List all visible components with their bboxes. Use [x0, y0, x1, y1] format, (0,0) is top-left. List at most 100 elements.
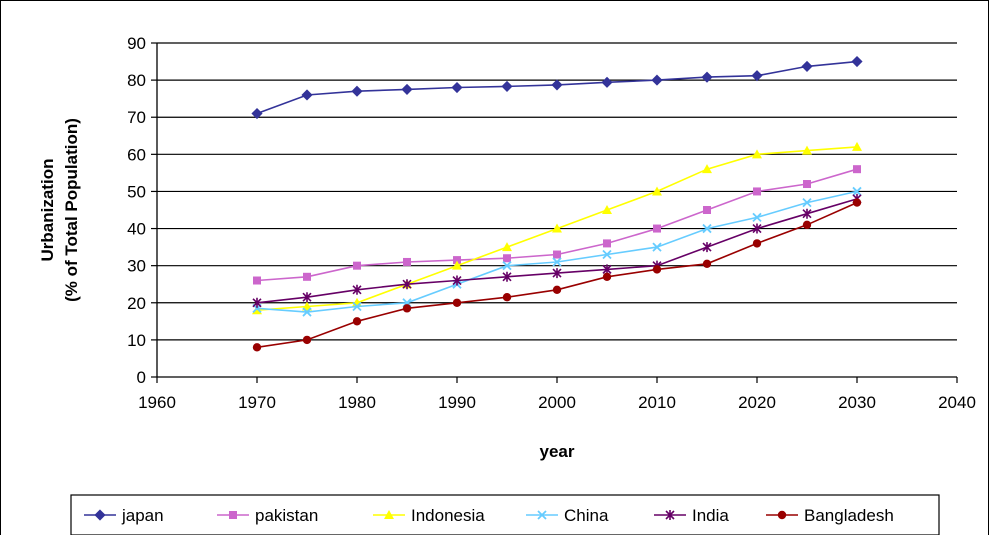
data-point-japan	[601, 76, 613, 88]
data-point-pakistan	[453, 256, 461, 265]
data-point-bangladesh	[802, 220, 812, 230]
series-group	[251, 55, 863, 352]
data-point-india	[452, 275, 462, 286]
data-point-japan	[551, 79, 563, 91]
data-point-bangladesh	[552, 285, 562, 294]
x-tick-label: 1990	[438, 393, 476, 412]
x-tick-labels: 1960 1970 1980 1990 2000 2010 2020 2030 2040	[138, 393, 976, 412]
y-tick-labels: 0 10 20 30 40 50 60 70 80 90	[127, 34, 146, 387]
y-tick-label: 60	[127, 145, 146, 164]
data-point-china	[552, 257, 562, 267]
legend-swatch-marker	[665, 510, 675, 520]
data-point-indonesia	[452, 260, 462, 270]
data-point-india	[402, 279, 412, 290]
data-point-bangladesh	[852, 198, 862, 207]
y-tick-label: 10	[127, 331, 146, 350]
data-point-indonesia	[502, 242, 512, 252]
data-point-china	[502, 261, 512, 271]
legend-item-china: China	[526, 506, 609, 525]
data-point-india	[752, 223, 762, 234]
x-tick-label: 1960	[138, 393, 176, 412]
legend-item-bangladesh: Bangladesh	[766, 506, 894, 525]
data-point-pakistan	[653, 224, 661, 233]
x-tick-label: 2020	[738, 393, 776, 412]
data-point-china	[852, 186, 862, 197]
data-point-bangladesh	[402, 304, 412, 313]
data-point-japan	[751, 70, 763, 82]
data-point-pakistan	[303, 272, 311, 281]
legend-item-pakistan: pakistan	[217, 506, 318, 525]
data-point-bangladesh	[452, 298, 462, 307]
data-point-japan	[651, 74, 663, 86]
legend-label: Bangladesh	[804, 506, 894, 525]
data-point-china	[302, 307, 312, 317]
series-bangladesh	[252, 198, 862, 352]
data-point-pakistan	[253, 276, 261, 285]
x-tick-label: 2040	[938, 393, 976, 412]
data-point-pakistan	[503, 254, 511, 263]
data-point-japan	[301, 89, 313, 101]
x-tick-label: 1980	[338, 393, 376, 412]
y-tick-label: 90	[127, 34, 146, 53]
data-point-china	[602, 249, 612, 260]
data-point-bangladesh	[502, 293, 512, 302]
data-point-indonesia	[602, 205, 612, 214]
legend-label: China	[564, 506, 609, 525]
data-point-bangladesh	[602, 272, 612, 281]
legend-label: Indonesia	[411, 506, 485, 525]
y-tick-label: 70	[127, 108, 146, 127]
data-point-japan	[251, 107, 263, 120]
legend: japan pakistan Indonesia China India Banglade…	[70, 494, 940, 535]
legend-swatch-marker	[94, 509, 106, 521]
y-tick-label: 50	[127, 182, 146, 201]
data-point-india	[502, 271, 512, 282]
data-point-bangladesh	[302, 335, 312, 345]
data-point-bangladesh	[252, 343, 262, 352]
data-point-india	[552, 268, 562, 279]
data-point-india	[352, 284, 362, 295]
y-tick-label: 0	[137, 368, 146, 387]
data-point-india	[702, 242, 712, 253]
y-tick-label: 20	[127, 294, 146, 313]
data-point-pakistan	[803, 180, 811, 189]
series-japan	[251, 55, 863, 120]
data-point-china	[802, 197, 812, 208]
data-point-indonesia	[852, 141, 862, 151]
legend-swatch-marker	[777, 510, 787, 520]
x-tick-label: 1970	[238, 393, 276, 412]
series-pakistan	[253, 165, 861, 285]
data-point-pakistan	[853, 165, 861, 174]
data-point-japan	[801, 60, 813, 72]
data-point-pakistan	[353, 261, 361, 270]
legend-swatch-marker	[537, 510, 547, 520]
y-tick-label: 40	[127, 220, 146, 239]
data-point-pakistan	[753, 187, 761, 196]
legend-item-indonesia: Indonesia	[373, 506, 485, 525]
data-point-japan	[851, 55, 863, 68]
data-point-indonesia	[652, 186, 662, 196]
series-china	[252, 186, 862, 317]
y-axis-title: Urbanization (% of Total Population)	[38, 118, 81, 302]
y-axis-title-line: Urbanization	[38, 159, 57, 262]
data-point-indonesia	[302, 301, 312, 311]
data-point-china	[702, 223, 712, 234]
data-point-pakistan	[403, 257, 411, 266]
data-point-india	[302, 292, 312, 303]
data-point-indonesia	[702, 164, 712, 174]
data-point-japan	[401, 83, 413, 95]
legend-item-japan: japan	[84, 506, 164, 525]
data-point-india	[252, 297, 262, 308]
data-point-bangladesh	[752, 239, 762, 248]
data-point-pakistan	[553, 250, 561, 259]
data-point-china	[752, 212, 762, 223]
data-point-japan	[451, 81, 463, 94]
x-tick-label: 2000	[538, 393, 576, 412]
data-point-japan	[351, 85, 363, 97]
data-point-pakistan	[603, 239, 611, 248]
legend-label: japan	[121, 506, 164, 525]
y-tick-label: 30	[127, 257, 146, 276]
legend-item-india: India	[654, 506, 729, 525]
data-point-bangladesh	[352, 317, 362, 326]
